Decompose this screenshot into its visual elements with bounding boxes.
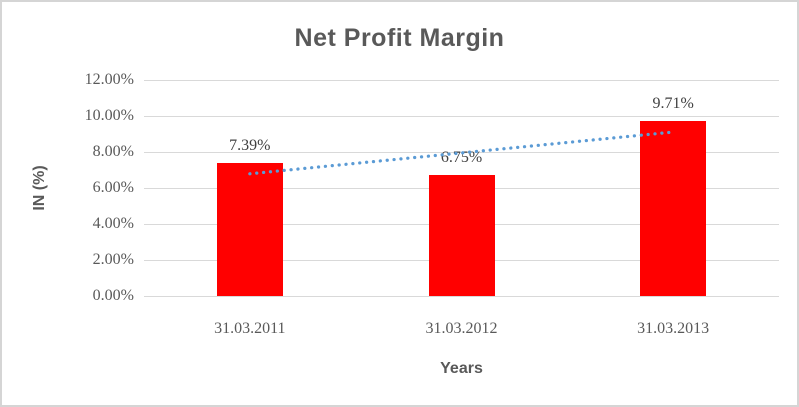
y-tick-label: 8.00% (92, 143, 134, 160)
y-tick-label: 10.00% (84, 107, 134, 124)
x-category-label: 31.03.2013 (637, 320, 710, 337)
bar[interactable] (216, 162, 283, 296)
y-tick-label: 12.00% (84, 71, 134, 88)
gridline (144, 116, 779, 117)
gridline (144, 80, 779, 81)
bar-data-label: 9.71% (652, 95, 694, 113)
y-tick-label: 4.00% (92, 215, 134, 232)
gridline (144, 296, 779, 297)
bar[interactable] (640, 121, 707, 296)
y-tick-label: 0.00% (92, 287, 134, 304)
x-category-label: 31.03.2012 (425, 320, 498, 337)
y-tick-label: 2.00% (92, 251, 134, 268)
bar-data-label: 6.75% (440, 148, 483, 166)
chart-title: Net Profit Margin (294, 24, 505, 52)
bar-data-label: 7.39% (229, 136, 271, 154)
y-tick-label: 6.00% (92, 179, 134, 196)
x-category-label: 31.03.2011 (214, 320, 286, 337)
x-axis-title: Years (440, 360, 483, 377)
bar[interactable] (428, 174, 495, 296)
